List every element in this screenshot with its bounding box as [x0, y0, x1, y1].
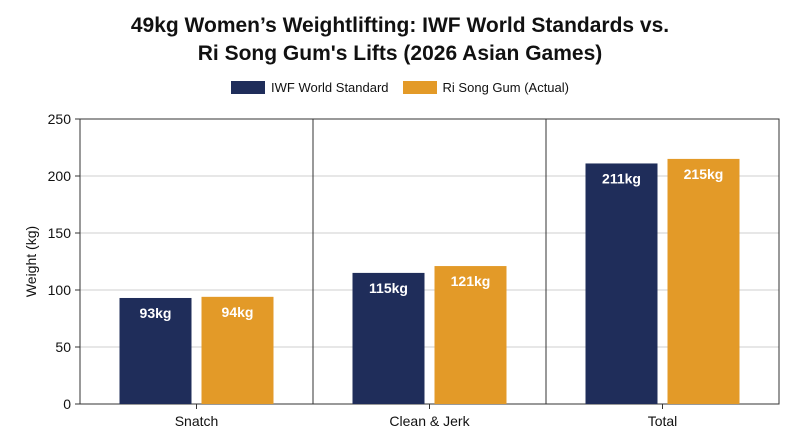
bar-0-1 [352, 272, 425, 404]
x-tick-label-0: Snatch [175, 413, 219, 429]
y-tick-label-150: 150 [48, 225, 72, 241]
y-tick-label-100: 100 [48, 282, 72, 298]
legend-item-actual: Ri Song Gum (Actual) [402, 80, 569, 95]
y-tick-label-250: 250 [48, 111, 72, 127]
chart-title-line-2: Ri Song Gum's Lifts (2026 Asian Games) [197, 42, 603, 65]
legend-swatch-actual [402, 81, 437, 94]
legend-label-actual: Ri Song Gum (Actual) [442, 80, 569, 95]
data-label-1-1: 121kg [451, 273, 491, 289]
bar-0-0 [119, 297, 192, 404]
y-tick-label-0: 0 [63, 396, 71, 412]
x-tick-label-1: Clean & Jerk [389, 413, 470, 429]
data-label-0-1: 115kg [369, 280, 408, 296]
data-label-0-2: 211kg [602, 170, 641, 186]
chart-legend: IWF World Standard Ri Song Gum (Actual) [0, 80, 800, 95]
chart-title-line-1: 49kg Women’s Weightlifting: IWF World St… [130, 14, 670, 37]
y-tick-label-50: 50 [55, 339, 71, 355]
bar-0-2 [585, 163, 658, 404]
data-label-0-0: 93kg [140, 305, 172, 321]
legend-label-iwf: IWF World Standard [271, 80, 389, 95]
x-tick-label-2: Total [648, 413, 678, 429]
y-tick-label-200: 200 [48, 168, 72, 184]
bar-1-2 [667, 158, 740, 404]
legend-swatch-iwf [231, 81, 266, 94]
chart-title: 49kg Women’s Weightlifting: IWF World St… [0, 12, 800, 68]
bar-1-1 [434, 266, 507, 404]
legend-item-iwf: IWF World Standard [231, 80, 389, 95]
bar-1-0 [201, 296, 274, 404]
data-label-1-2: 215kg [684, 166, 724, 182]
data-label-1-0: 94kg [222, 304, 254, 320]
y-axis-title: Weight (kg) [23, 226, 39, 297]
